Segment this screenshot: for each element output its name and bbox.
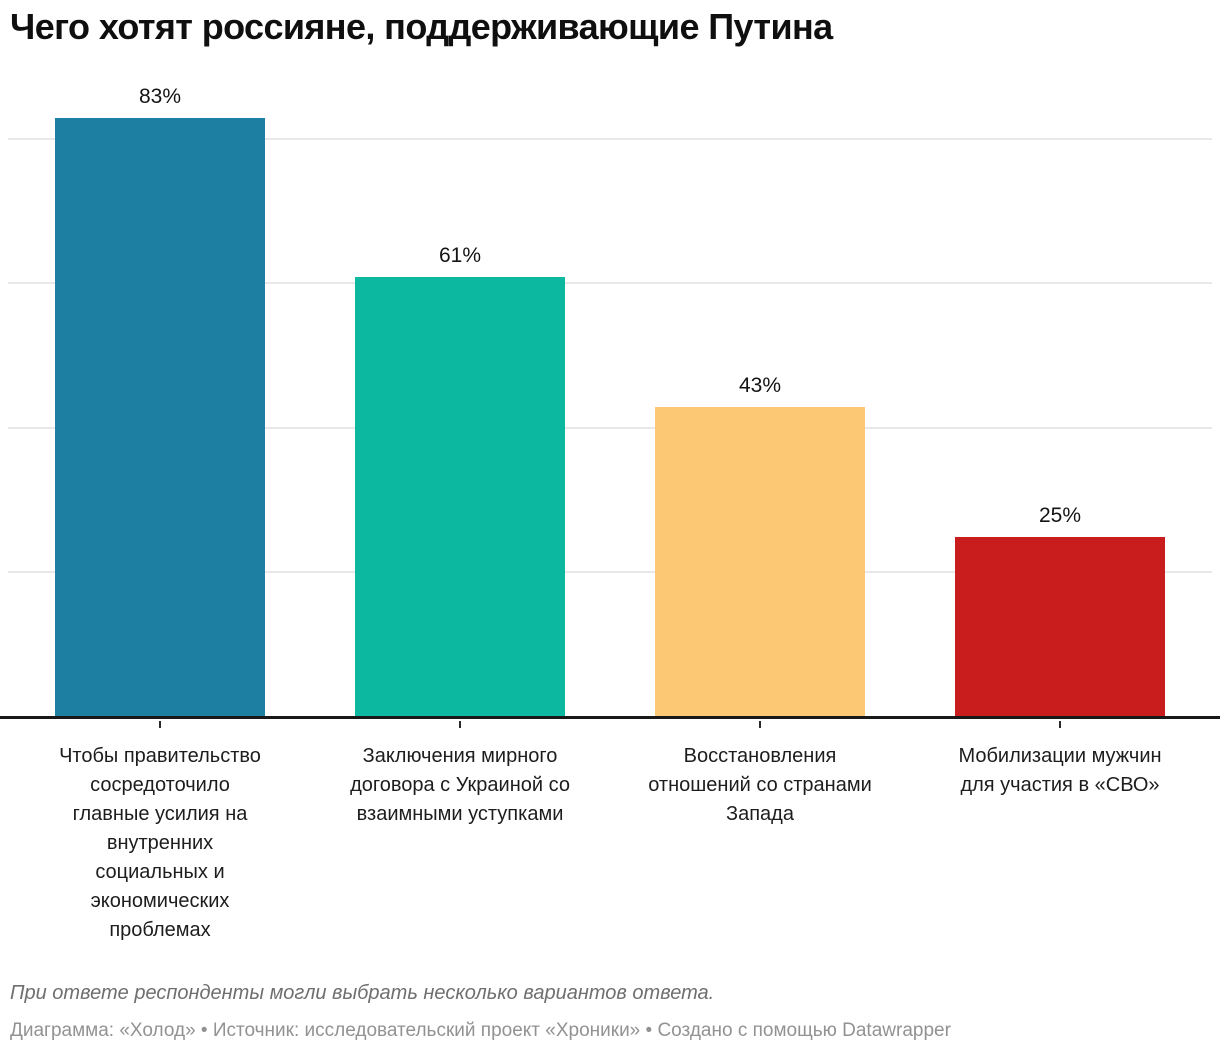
x-axis-line <box>0 716 1220 719</box>
plot-area: 83% 61% 43% 25% <box>0 85 1220 728</box>
gridline <box>8 426 1212 429</box>
bar-column: 83% <box>10 85 310 728</box>
bar-column: 61% <box>310 90 610 728</box>
gridline <box>8 137 1212 140</box>
chart-title: Чего хотят россияне, поддерживающие Пути… <box>10 6 833 47</box>
category-label: Заключения мирного договора с Украиной с… <box>350 745 570 825</box>
category-labels: Чтобы правительство сосредоточило главны… <box>10 742 1210 945</box>
value-label: 83% <box>138 84 182 108</box>
axis-tick <box>159 721 161 728</box>
axis-tick <box>1059 721 1061 728</box>
bar <box>655 407 865 718</box>
value-label: 43% <box>738 374 782 398</box>
category-label: Чтобы правительство сосредоточило главны… <box>59 745 261 941</box>
category-label: Мобилизации мужчин для участия в «СВО» <box>958 745 1162 796</box>
gridline <box>8 571 1212 574</box>
axis-tick <box>459 721 461 728</box>
value-label: 25% <box>1038 504 1082 528</box>
bar-columns: 83% 61% 43% 25% <box>10 85 1210 728</box>
bar-column: 25% <box>910 90 1210 728</box>
chart-attribution: Диаграмма: «Холод» • Источник: исследова… <box>10 1020 951 1041</box>
bar <box>55 117 265 718</box>
value-label: 61% <box>438 243 482 267</box>
bar <box>355 276 565 718</box>
bar-column: 43% <box>610 90 910 728</box>
category-label: Восстановления отношений со странами Зап… <box>648 745 872 825</box>
chart-footnote: При ответе респонденты могли выбрать нес… <box>10 982 715 1004</box>
axis-tick <box>759 721 761 728</box>
bar <box>955 537 1165 718</box>
gridline <box>8 282 1212 285</box>
